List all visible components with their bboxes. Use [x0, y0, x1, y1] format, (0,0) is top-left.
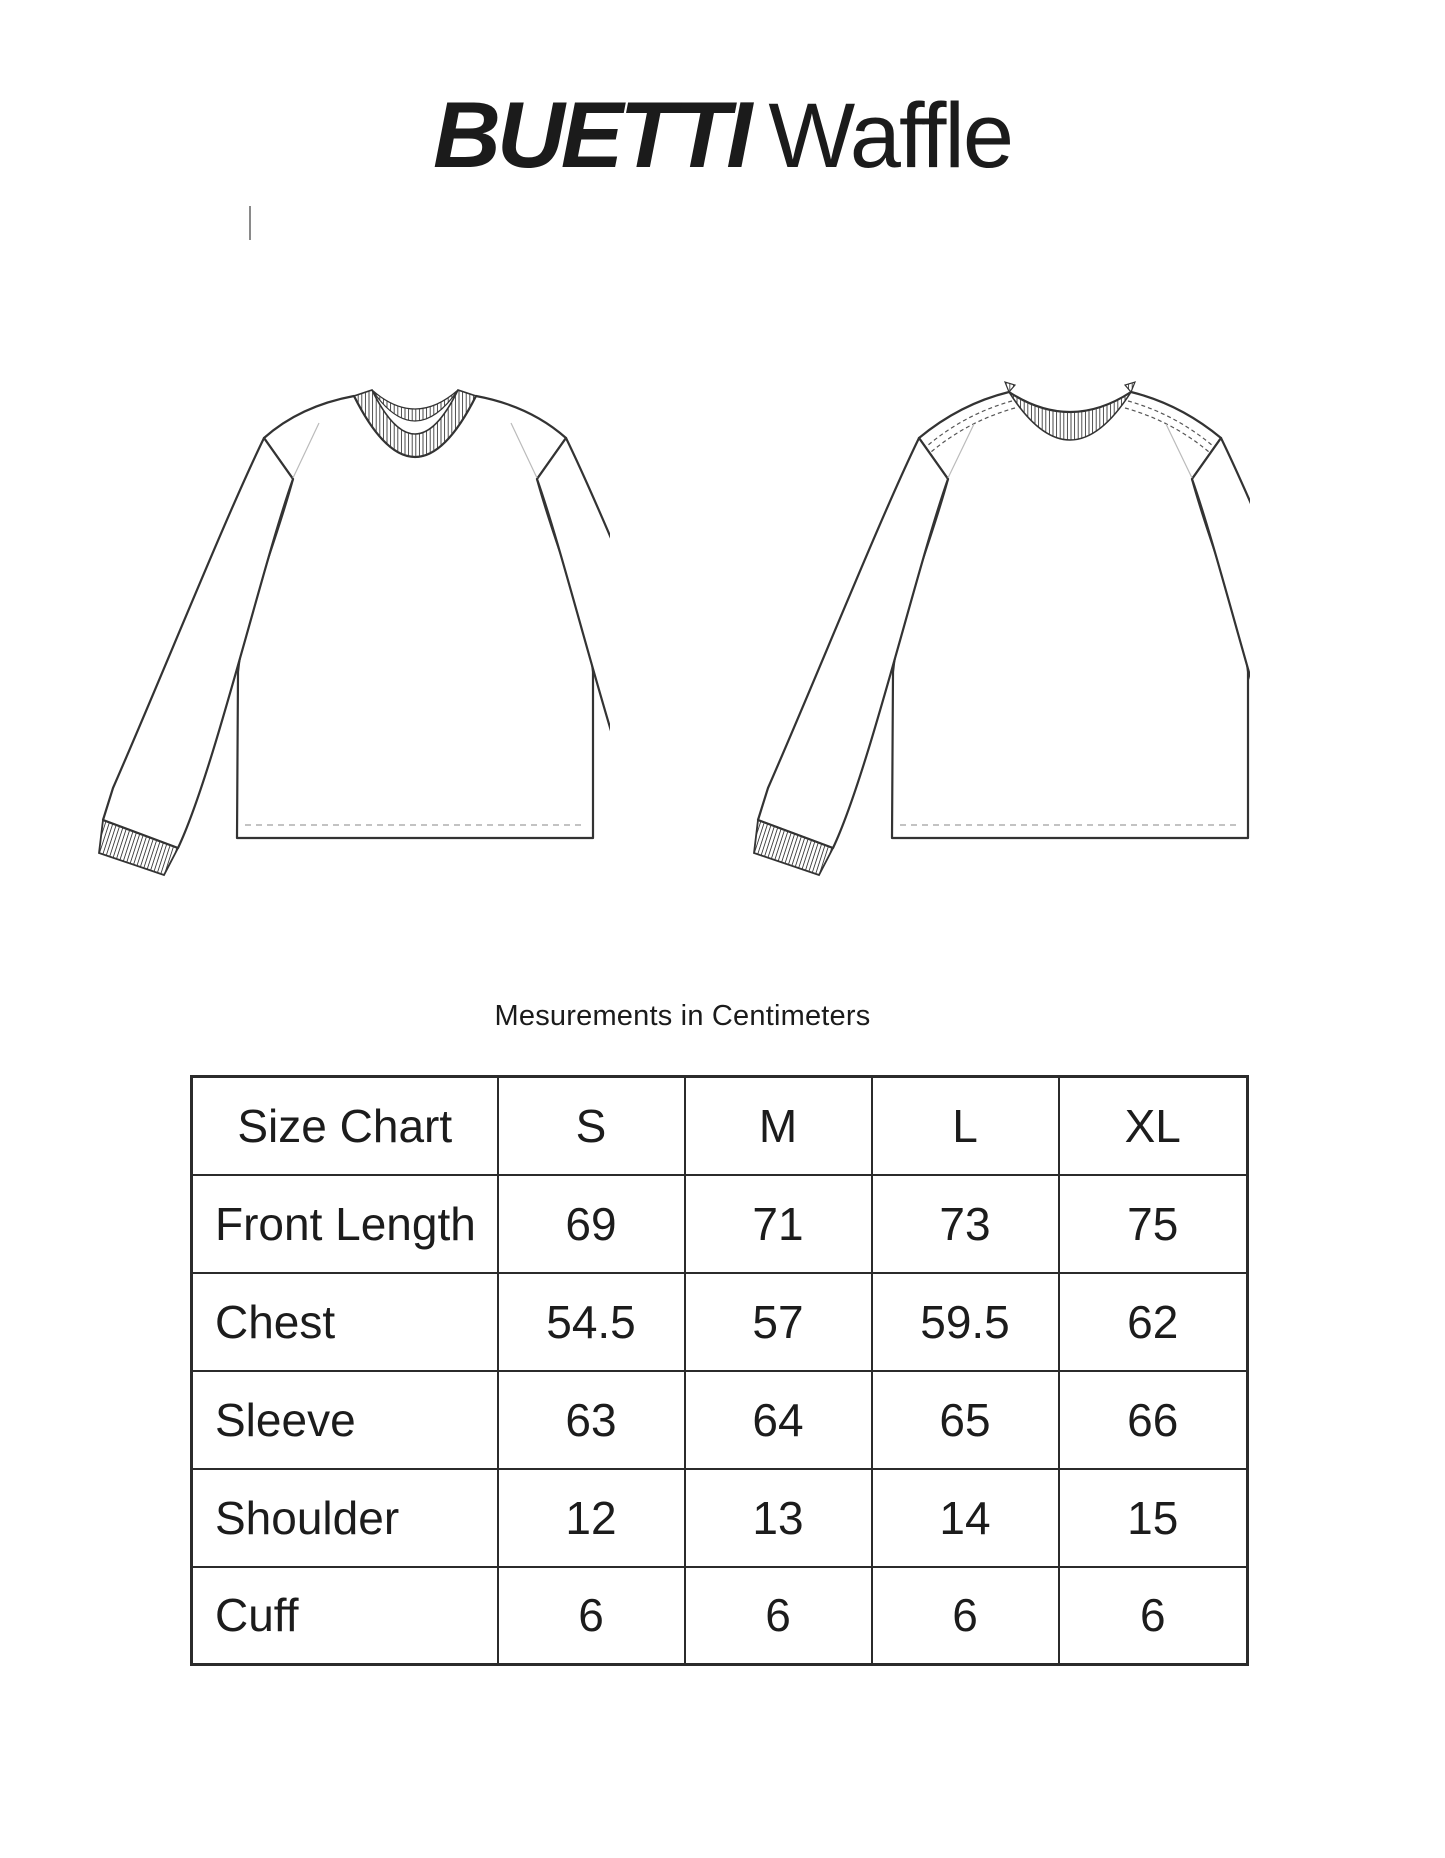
back-shoulder-stitch-left-2: [930, 407, 1016, 453]
back-seam-guide-left: [947, 423, 975, 479]
size-chart-table: Size Chart S M L XL Front Length 69 71 7…: [190, 1075, 1249, 1666]
cell-value: 59.5: [870, 1271, 1060, 1372]
stray-tick-mark: [249, 206, 251, 240]
row-label: Cuff: [190, 1565, 499, 1666]
cell-value: 6: [1057, 1565, 1249, 1666]
cell-value: 69: [496, 1173, 686, 1274]
cell-value: 63: [496, 1369, 686, 1470]
cell-value: 6: [870, 1565, 1060, 1666]
back-cuff-left-rib: [753, 818, 835, 877]
cell-value: 64: [683, 1369, 873, 1470]
front-seam-guide-right: [510, 422, 538, 479]
table-row-shoulder: Shoulder 12 13 14 15: [190, 1467, 1249, 1568]
column-header-l: L: [870, 1075, 1060, 1176]
cell-value: 57: [683, 1271, 873, 1372]
product-name: Waffle: [768, 85, 1014, 187]
row-label: Shoulder: [190, 1467, 499, 1568]
measurements-note: Mesurements in Centimeters: [494, 1000, 871, 1032]
column-header-s: S: [496, 1075, 686, 1176]
table-row-chest: Chest 54.5 57 59.5 62: [190, 1271, 1249, 1372]
front-body: [235, 394, 595, 840]
table-row-front-length: Front Length 69 71 73 75: [190, 1173, 1249, 1274]
cell-value: 62: [1057, 1271, 1249, 1372]
front-cuff-left-rib: [98, 818, 180, 877]
row-label: Chest: [190, 1271, 499, 1372]
back-body: [890, 390, 1250, 840]
cell-value: 66: [1057, 1369, 1249, 1470]
column-header-m: M: [683, 1075, 873, 1176]
back-shoulder-stitch-right-2: [1124, 407, 1210, 453]
back-collar-end-left: [1003, 381, 1017, 394]
table-row-sleeve: Sleeve 63 64 65 66: [190, 1369, 1249, 1470]
back-seam-guide-right: [1165, 423, 1193, 479]
front-seam-guide-left: [292, 422, 320, 479]
back-sleeve-right: [1190, 436, 1250, 680]
cell-value: 75: [1057, 1173, 1249, 1274]
column-header-xl: XL: [1057, 1075, 1249, 1176]
cell-value: 6: [683, 1565, 873, 1666]
cell-value: 71: [683, 1173, 873, 1274]
column-header-size-chart: Size Chart: [190, 1075, 499, 1176]
brand-name: BUETTI: [432, 82, 752, 187]
table-header-row: Size Chart S M L XL: [190, 1075, 1249, 1176]
garment-back-drawing: [753, 381, 1250, 877]
cell-value: 54.5: [496, 1271, 686, 1372]
front-backneck-rib: [371, 389, 459, 422]
back-shoulder-stitch-left-1: [926, 400, 1013, 447]
cell-value: 6: [496, 1565, 686, 1666]
cell-value: 73: [870, 1173, 1060, 1274]
row-label: Front Length: [190, 1173, 499, 1274]
page-title: BUETTI Waffle: [0, 88, 1445, 183]
garment-front-drawing: [98, 389, 610, 877]
row-label: Sleeve: [190, 1369, 499, 1470]
cell-value: 14: [870, 1467, 1060, 1568]
cell-value: 13: [683, 1467, 873, 1568]
table-row-cuff: Cuff 6 6 6 6: [190, 1565, 1249, 1666]
back-collar-end-right: [1123, 381, 1137, 394]
cell-value: 12: [496, 1467, 686, 1568]
back-shoulder-stitch-right-1: [1127, 400, 1214, 447]
cell-value: 65: [870, 1369, 1060, 1470]
front-sleeve-right: [535, 436, 610, 732]
front-collar-rib: [352, 389, 478, 458]
cell-value: 15: [1057, 1467, 1249, 1568]
